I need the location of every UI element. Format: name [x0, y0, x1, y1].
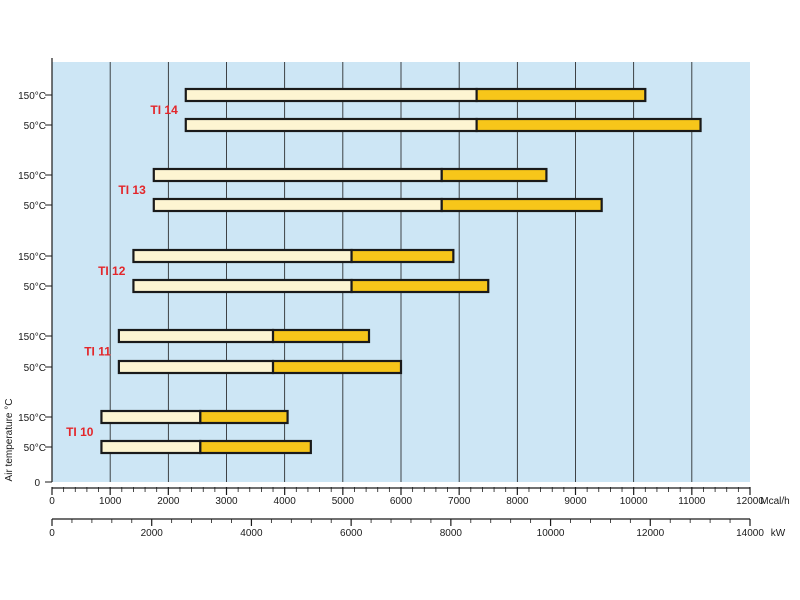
bar-segment-high — [199, 439, 312, 455]
bar-segment-low — [184, 117, 478, 133]
primary-tick-label: 4000 — [274, 496, 297, 507]
row-temp-label: 50°C — [24, 201, 46, 212]
primary-tick-label: 0 — [49, 496, 55, 507]
primary-tick-label: 9000 — [564, 496, 587, 507]
primary-tick-label: 12000 — [736, 496, 764, 507]
secondary-tick-label: 0 — [49, 528, 55, 539]
secondary-tick-label: 10000 — [537, 528, 565, 539]
bar-segment-high — [350, 248, 455, 264]
secondary-tick-label: 2000 — [141, 528, 164, 539]
bar-segment-low — [100, 439, 202, 455]
row-temp-label: 150°C — [18, 413, 46, 424]
secondary-tick-label: 14000 — [736, 528, 764, 539]
bar-segment-low — [184, 87, 478, 103]
bar-segment-low — [152, 197, 443, 213]
secondary-tick-label: 12000 — [636, 528, 664, 539]
primary-tick-label: 3000 — [215, 496, 238, 507]
y-origin-label: 0 — [34, 478, 40, 489]
group-label: TI 10 — [66, 425, 94, 439]
group-label: TI 12 — [98, 264, 126, 278]
bar-segment-low — [117, 359, 275, 375]
primary-unit-label: Mcal/h — [760, 496, 789, 507]
group-label: TI 11 — [84, 345, 111, 359]
primary-tick-label: 5000 — [332, 496, 355, 507]
bar-segment-high — [271, 328, 371, 344]
bar-segment-high — [475, 87, 647, 103]
primary-tick-label: 6000 — [390, 496, 413, 507]
group-label: TI 13 — [118, 183, 146, 197]
secondary-tick-label: 8000 — [440, 528, 463, 539]
primary-tick-label: 1000 — [99, 496, 122, 507]
secondary-tick-label: 4000 — [240, 528, 263, 539]
primary-tick-label: 2000 — [157, 496, 180, 507]
primary-tick-label: 7000 — [448, 496, 471, 507]
row-temp-label: 150°C — [18, 332, 46, 343]
bar-segment-high — [440, 197, 603, 213]
row-temp-label: 150°C — [18, 252, 46, 263]
bar-segment-low — [100, 409, 202, 425]
row-temp-label: 50°C — [24, 121, 46, 132]
bar-segment-high — [271, 359, 403, 375]
primary-tick-label: 10000 — [620, 496, 648, 507]
bar-segment-low — [132, 248, 353, 264]
row-temp-label: 50°C — [24, 282, 46, 293]
secondary-tick-label: 6000 — [340, 528, 363, 539]
bar-segment-high — [350, 278, 490, 294]
bar-segment-low — [117, 328, 275, 344]
group-labels: TI 14 TI 13 TI 12 TI 11 TI 10 — [66, 103, 178, 439]
bar-segment-low — [152, 167, 443, 183]
row-temp-label: 50°C — [24, 443, 46, 454]
y-axis-title: Air temperature °C — [4, 399, 15, 482]
bar-segment-high — [199, 409, 289, 425]
secondary-unit-label: kW — [771, 528, 786, 539]
secondary-axis: 0 2000 4000 6000 8000 10000 12000 14000 kW — [49, 518, 786, 539]
row-temp-label: 150°C — [18, 171, 46, 182]
primary-axis: 0 1000 2000 3000 4000 5000 6000 7000 8000 9000 100… — [49, 487, 790, 507]
bar-segment-low — [132, 278, 353, 294]
bars — [100, 87, 702, 455]
row-temp-label: 50°C — [24, 363, 46, 374]
row-temp-label: 150°C — [18, 91, 46, 102]
primary-tick-label: 11000 — [678, 496, 706, 507]
bar-segment-high — [440, 167, 548, 183]
row-labels: 150°C 50°C 150°C 50°C 150°C 50°C 150°C 50°C 150°… — [18, 91, 46, 489]
primary-tick-label: 8000 — [506, 496, 529, 507]
y-axis — [45, 58, 53, 483]
group-label: TI 14 — [150, 103, 178, 117]
bar-segment-high — [475, 117, 702, 133]
